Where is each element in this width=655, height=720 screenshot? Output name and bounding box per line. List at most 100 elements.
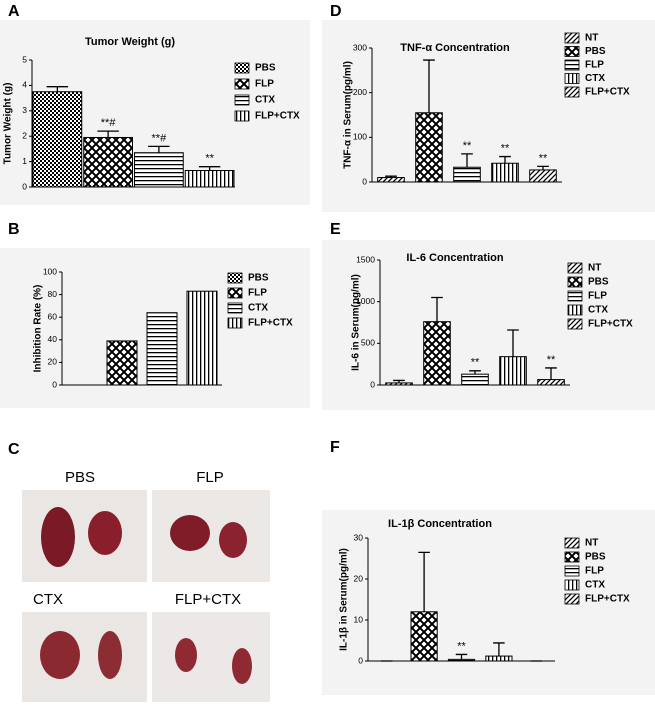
y-tick-label: 40	[48, 334, 58, 344]
tumor	[219, 522, 247, 558]
error-bar	[46, 86, 69, 92]
error-bar	[418, 551, 430, 612]
y-tick-label: 100	[43, 266, 57, 276]
bar	[529, 169, 557, 183]
y-tick-label: 500	[361, 338, 375, 348]
annotation: **	[457, 640, 466, 652]
legend-label: PBS	[248, 273, 269, 284]
error-bar	[431, 296, 443, 322]
error-bar	[393, 379, 405, 383]
legend-swatch	[564, 565, 580, 577]
bar	[184, 169, 235, 188]
error-bar	[493, 642, 505, 657]
error-bar	[198, 166, 221, 171]
annotation: **	[539, 152, 548, 164]
legend-swatch	[564, 593, 580, 605]
tumor	[170, 515, 210, 551]
legend-label: PBS	[585, 552, 606, 563]
y-tick-label: 3	[22, 105, 27, 115]
bar	[537, 379, 565, 386]
legend-swatch	[564, 537, 580, 549]
legend-label: NT	[585, 538, 598, 549]
legend-swatch	[564, 46, 580, 57]
tumor	[88, 511, 122, 555]
legend-label: CTX	[255, 95, 275, 106]
legend-swatch	[567, 318, 583, 330]
legend-label: CTX	[248, 303, 268, 314]
y-tick-label: 20	[48, 357, 58, 367]
legend-label: FLP+CTX	[585, 87, 630, 98]
bar	[83, 136, 133, 188]
photo-label: FLP	[196, 469, 224, 486]
y-tick-label: 0	[22, 181, 27, 191]
y-tick-label: 80	[48, 289, 58, 299]
y-tick-label: 0	[370, 379, 375, 389]
y-tick-label: 300	[353, 42, 367, 52]
legend-label: FLP	[255, 79, 274, 90]
photo-label: CTX	[33, 591, 63, 608]
y-axis-label: TNF-α in Serum(pg/ml)	[343, 61, 354, 169]
y-axis-label: Tumor Weight (g)	[3, 83, 14, 165]
legend-swatch	[234, 110, 250, 122]
y-tick-label: 100	[353, 132, 367, 142]
legend-swatch	[564, 32, 580, 44]
y-tick-label: 10	[354, 614, 364, 624]
legend-swatch	[227, 302, 243, 314]
panel-label: F	[330, 439, 340, 456]
legend-label: FLP+CTX	[585, 594, 630, 605]
legend-swatch	[564, 73, 580, 84]
legend-label: FLP	[588, 291, 607, 302]
error-bar	[461, 153, 473, 168]
y-axis-label: IL-1β in Serum(pg/ml)	[339, 548, 350, 651]
y-axis-label: Inhibition Rate (%)	[33, 285, 44, 373]
chart-title: TNF-α Concentration	[400, 42, 510, 54]
legend-swatch	[234, 78, 250, 90]
legend-swatch	[227, 287, 243, 299]
annotation: **#	[152, 132, 168, 144]
legend-label: FLP	[248, 288, 267, 299]
annotation: **	[547, 354, 556, 366]
panel-label: D	[330, 3, 342, 20]
legend-swatch	[234, 94, 250, 106]
bar	[499, 356, 527, 386]
y-tick-label: 30	[354, 532, 364, 542]
panel-label: E	[330, 221, 341, 238]
y-tick-label: 2	[22, 130, 27, 140]
chart-title: IL-6 Concentration	[406, 252, 503, 264]
legend-swatch	[227, 317, 243, 329]
panel-label: A	[8, 3, 20, 20]
error-bar	[507, 329, 519, 357]
legend-label: CTX	[585, 73, 605, 84]
panel-label: B	[8, 221, 20, 238]
chart-title: IL-1β Concentration	[388, 518, 492, 530]
legend-swatch	[567, 304, 583, 316]
bar	[461, 373, 489, 386]
y-tick-label: 20	[354, 573, 364, 583]
bar	[423, 321, 451, 386]
legend-swatch	[564, 579, 580, 591]
bar	[453, 166, 481, 183]
legend-label: PBS	[588, 277, 609, 288]
legend-label: FLP	[585, 566, 604, 577]
tumor	[175, 638, 197, 672]
legend-label: PBS	[585, 46, 606, 57]
legend-swatch	[227, 272, 243, 284]
panel-background	[322, 510, 655, 695]
error-bar	[423, 59, 435, 113]
legend-label: FLP	[585, 60, 604, 71]
error-bar	[469, 370, 481, 375]
bar	[415, 112, 443, 183]
annotation: **	[471, 357, 480, 369]
bar	[134, 152, 184, 188]
bar	[447, 658, 476, 662]
bar	[186, 290, 218, 386]
legend-label: FLP+CTX	[248, 318, 293, 329]
chart-title: Tumor Weight (g)	[85, 36, 175, 48]
photo	[152, 612, 270, 702]
legend-swatch	[564, 86, 580, 98]
photo	[152, 490, 270, 582]
error-bar	[545, 367, 557, 380]
y-tick-label: 1	[22, 156, 27, 166]
legend-label: FLP+CTX	[255, 111, 300, 122]
tumor	[40, 631, 80, 679]
